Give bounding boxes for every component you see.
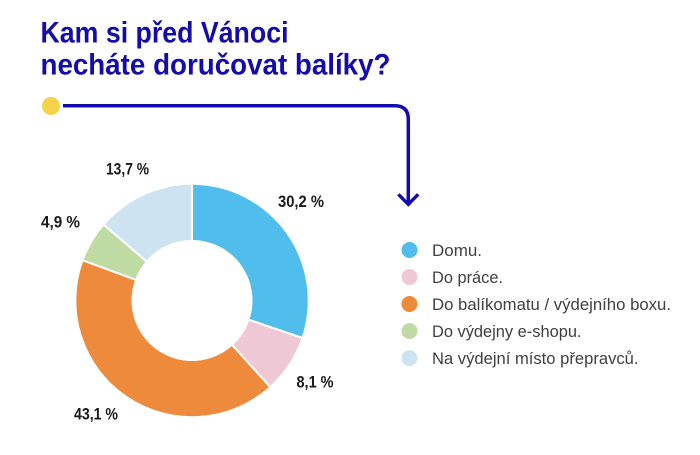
svg-text:Do balíkomatu / výdejního boxu: Do balíkomatu / výdejního boxu. (432, 295, 671, 314)
svg-text:Do výdejny e-shopu.: Do výdejny e-shopu. (432, 322, 582, 341)
svg-text:Kam si před Vánoci: Kam si před Vánoci (41, 17, 289, 50)
svg-text:necháte doručovat balíky?: necháte doručovat balíky? (41, 49, 391, 82)
svg-text:4,9 %: 4,9 % (41, 213, 80, 232)
svg-text:8,1 %: 8,1 % (297, 373, 334, 392)
svg-text:30,2 %: 30,2 % (278, 192, 324, 211)
svg-text:Na výdejní místo přepravců.: Na výdejní místo přepravců. (432, 349, 639, 368)
svg-text:Domu.: Domu. (432, 241, 482, 260)
svg-text:43,1 %: 43,1 % (74, 405, 118, 424)
svg-text:Do práce.: Do práce. (432, 268, 503, 287)
svg-text:13,7 %: 13,7 % (106, 159, 149, 178)
